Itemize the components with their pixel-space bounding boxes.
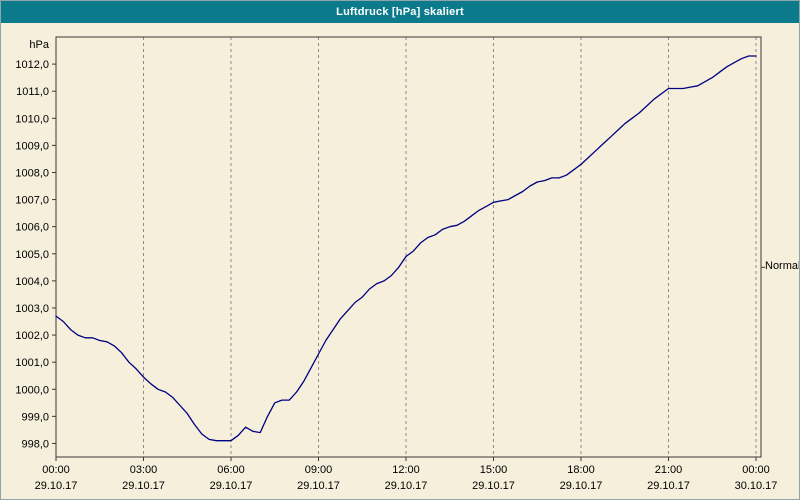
x-tick-time-label: 15:00: [480, 464, 508, 476]
x-tick-time-label: 06:00: [217, 464, 245, 476]
y-tick-label: 1010,0: [15, 113, 49, 125]
y-axis-unit-label: hPa: [29, 39, 49, 51]
x-tick-date-label: 30.10.17: [735, 480, 778, 492]
y-tick-label: 1012,0: [15, 59, 49, 71]
x-tick-date-label: 29.10.17: [385, 480, 428, 492]
y-tick-label: 1009,0: [15, 140, 49, 152]
x-tick-time-label: 09:00: [305, 464, 333, 476]
x-tick-time-label: 12:00: [392, 464, 420, 476]
pressure-line: [55, 55, 757, 442]
x-tick-date-label: 29.10.17: [472, 480, 515, 492]
y-tick-label: 1001,0: [15, 357, 49, 369]
x-tick-time-label: 00:00: [42, 464, 70, 476]
x-tick-date-label: 29.10.17: [35, 480, 78, 492]
x-tick-time-label: 18:00: [567, 464, 595, 476]
x-tick-date-label: 29.10.17: [560, 480, 603, 492]
x-tick-time-label: 00:00: [742, 464, 770, 476]
x-tick-time-label: 03:00: [130, 464, 158, 476]
y-tick-label: 1008,0: [15, 167, 49, 179]
y-tick-label: 1004,0: [15, 276, 49, 288]
x-tick-date-label: 29.10.17: [210, 480, 253, 492]
x-tick-date-label: 29.10.17: [122, 480, 165, 492]
y-tick-label: 1011,0: [16, 86, 49, 98]
y-tick-label: 1007,0: [15, 195, 49, 207]
x-tick-date-label: 29.10.17: [297, 480, 340, 492]
chart-title: Luftdruck [hPa] skaliert: [336, 6, 464, 18]
x-tick-date-label: 29.10.17: [647, 480, 690, 492]
y-tick-label: 998,0: [21, 438, 49, 450]
y-tick-label: 1000,0: [15, 384, 49, 396]
plot-border: [55, 36, 762, 458]
y-tick-label: 1002,0: [15, 330, 49, 342]
y-tick-label: 1005,0: [15, 249, 49, 261]
title-bar: Luftdruck [hPa] skaliert: [1, 1, 799, 23]
y-tick-label: 1003,0: [15, 303, 49, 315]
x-tick-time-label: 21:00: [655, 464, 683, 476]
y-tick-label: 999,0: [21, 411, 49, 423]
y-tick-label: 1006,0: [15, 222, 49, 234]
normal-annotation-label: Normal: [765, 260, 800, 272]
